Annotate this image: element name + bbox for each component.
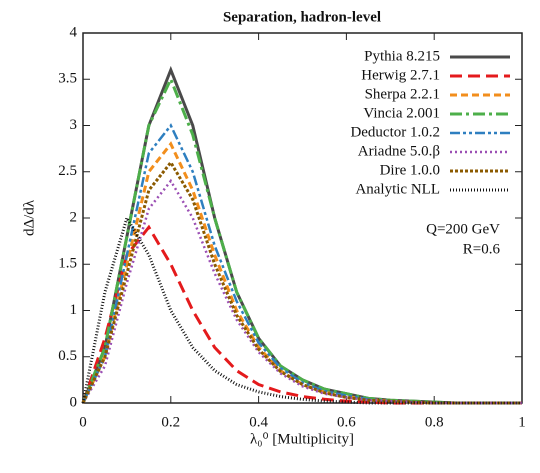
y-tick-label: 3 [70, 117, 78, 133]
y-tick-label: 2 [70, 209, 78, 225]
y-tick-label: 4 [70, 24, 78, 40]
x-tick-label: 0.2 [161, 414, 180, 430]
legend-label: Deductor 1.0.2 [350, 124, 440, 140]
series-line [81, 224, 522, 405]
legend-label: Sherpa 2.2.1 [365, 86, 440, 102]
x-tick-label: 1 [518, 414, 526, 430]
series-line [81, 123, 522, 405]
series-line [81, 214, 522, 405]
legend-label: Analytic NLL [355, 181, 440, 197]
series-line [81, 178, 522, 405]
chart-title: Separation, hadron-level [223, 9, 381, 25]
y-tick-label: 2.5 [58, 163, 77, 179]
legend-label: Herwig 2.7.1 [361, 67, 440, 83]
x-tick-label: 0.6 [337, 414, 356, 430]
y-tick-label: 3.5 [58, 71, 77, 87]
x-tick-label: 0.4 [249, 414, 268, 430]
legend-label: Dire 1.0.0 [380, 162, 440, 178]
y-axis-label: dΔ/dλ [21, 199, 37, 236]
y-tick-label: 0 [70, 394, 78, 410]
series-line [81, 141, 522, 405]
plot-frame [82, 32, 523, 404]
legend-label: Ariadne 5.0.β [358, 143, 440, 159]
series-line [81, 159, 522, 405]
y-tick-label: 1.5 [58, 256, 77, 272]
legend-label: Pythia 8.215 [364, 48, 440, 64]
y-tick-label: 0.5 [58, 348, 77, 364]
annotation: Q=200 GeV [426, 221, 500, 237]
annotation: R=0.6 [463, 241, 501, 257]
x-tick-label: 0 [79, 414, 87, 430]
x-axis-label: λ₀⁰ [Multiplicity] [250, 431, 354, 447]
x-tick-label: 0.8 [425, 414, 444, 430]
series-line [81, 75, 522, 405]
legend-label: Vincia 2.001 [363, 105, 440, 121]
y-tick-label: 1 [70, 302, 78, 318]
